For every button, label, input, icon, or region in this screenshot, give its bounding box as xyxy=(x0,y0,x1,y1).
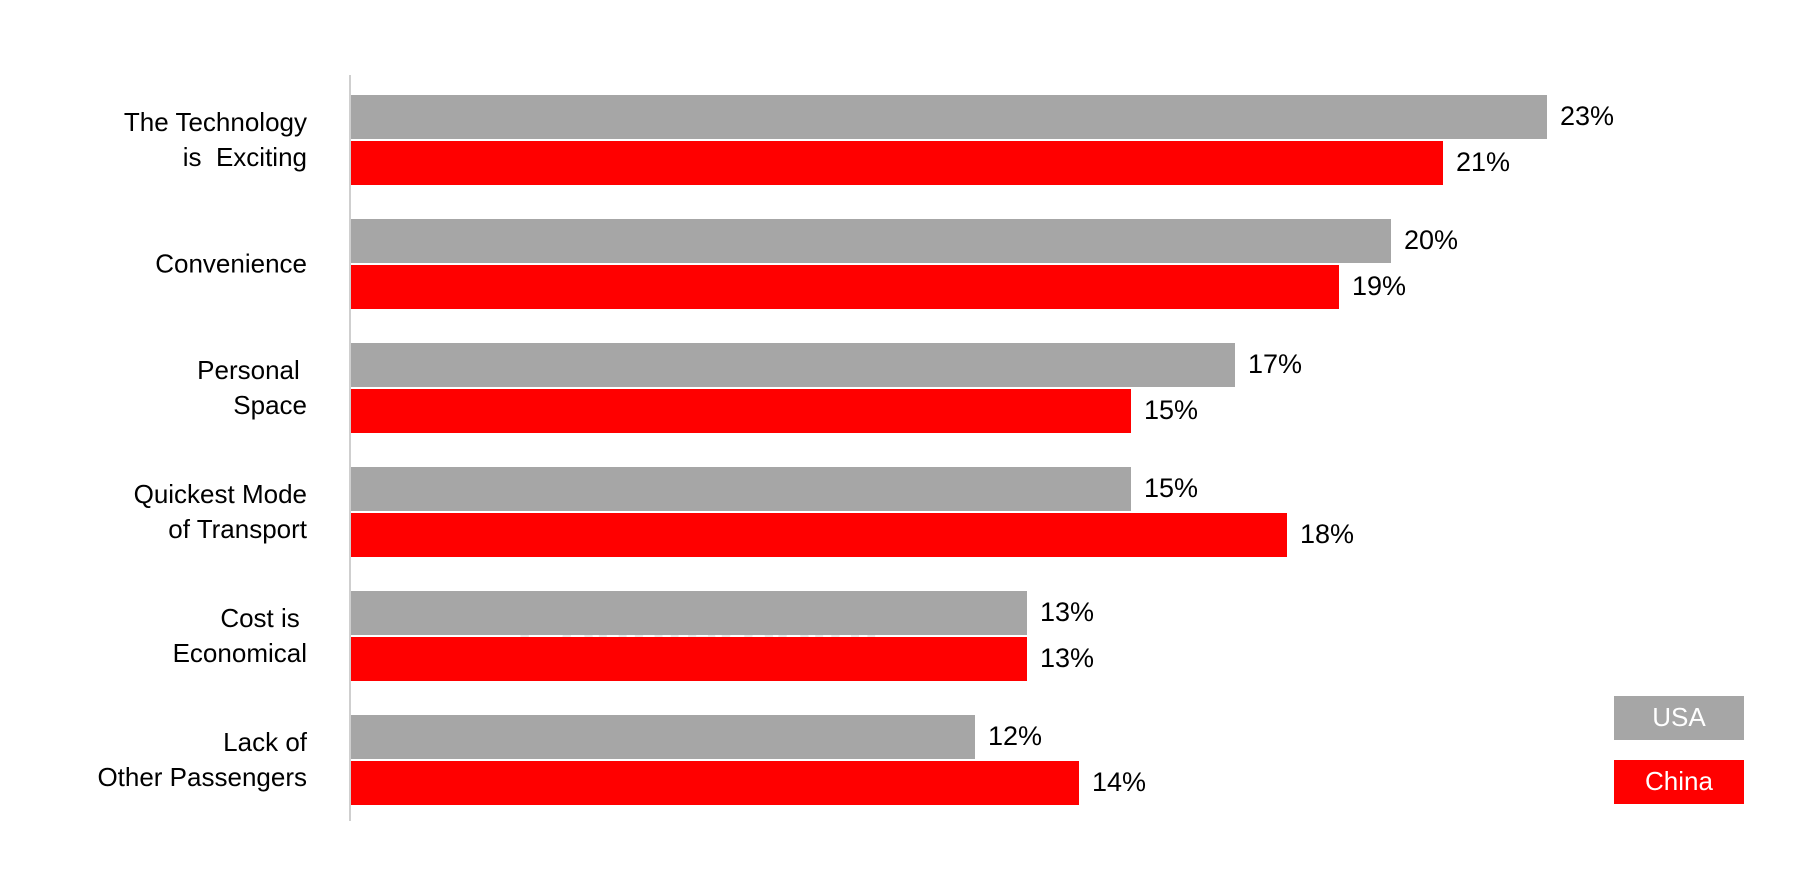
bar xyxy=(351,265,1339,309)
bar xyxy=(351,95,1547,139)
value-label: 14% xyxy=(1092,767,1146,797)
bar xyxy=(351,219,1391,263)
value-label: 18% xyxy=(1300,519,1354,549)
category-label: Quickest Mode of Transport xyxy=(133,479,307,544)
bar xyxy=(351,343,1235,387)
bar xyxy=(351,591,1027,635)
value-label: 15% xyxy=(1144,395,1198,425)
legend-label: China xyxy=(1645,766,1713,796)
bar xyxy=(351,141,1443,185)
bar xyxy=(351,715,975,759)
value-label: 12% xyxy=(988,721,1042,751)
category-label: Convenience xyxy=(155,248,307,279)
value-label: 21% xyxy=(1456,147,1510,177)
bar xyxy=(351,513,1287,557)
bar xyxy=(351,637,1027,681)
legend-swatch xyxy=(1614,760,1744,804)
value-label: 23% xyxy=(1560,101,1614,131)
bar xyxy=(351,761,1079,805)
category-label: Personal Space xyxy=(197,355,307,420)
legend-swatch xyxy=(1614,696,1744,740)
legend-label: USA xyxy=(1652,702,1706,732)
value-label: 17% xyxy=(1248,349,1302,379)
bar xyxy=(351,389,1131,433)
value-label: 20% xyxy=(1404,225,1458,255)
category-label: The Technology is Exciting xyxy=(123,107,307,172)
value-label: 13% xyxy=(1040,597,1094,627)
value-label: 15% xyxy=(1144,473,1198,503)
category-label: Lack of Other Passengers xyxy=(97,727,307,792)
bar xyxy=(351,467,1131,511)
value-label: 19% xyxy=(1352,271,1406,301)
value-label: 13% xyxy=(1040,643,1094,673)
category-label: Cost is Economical xyxy=(172,603,307,668)
